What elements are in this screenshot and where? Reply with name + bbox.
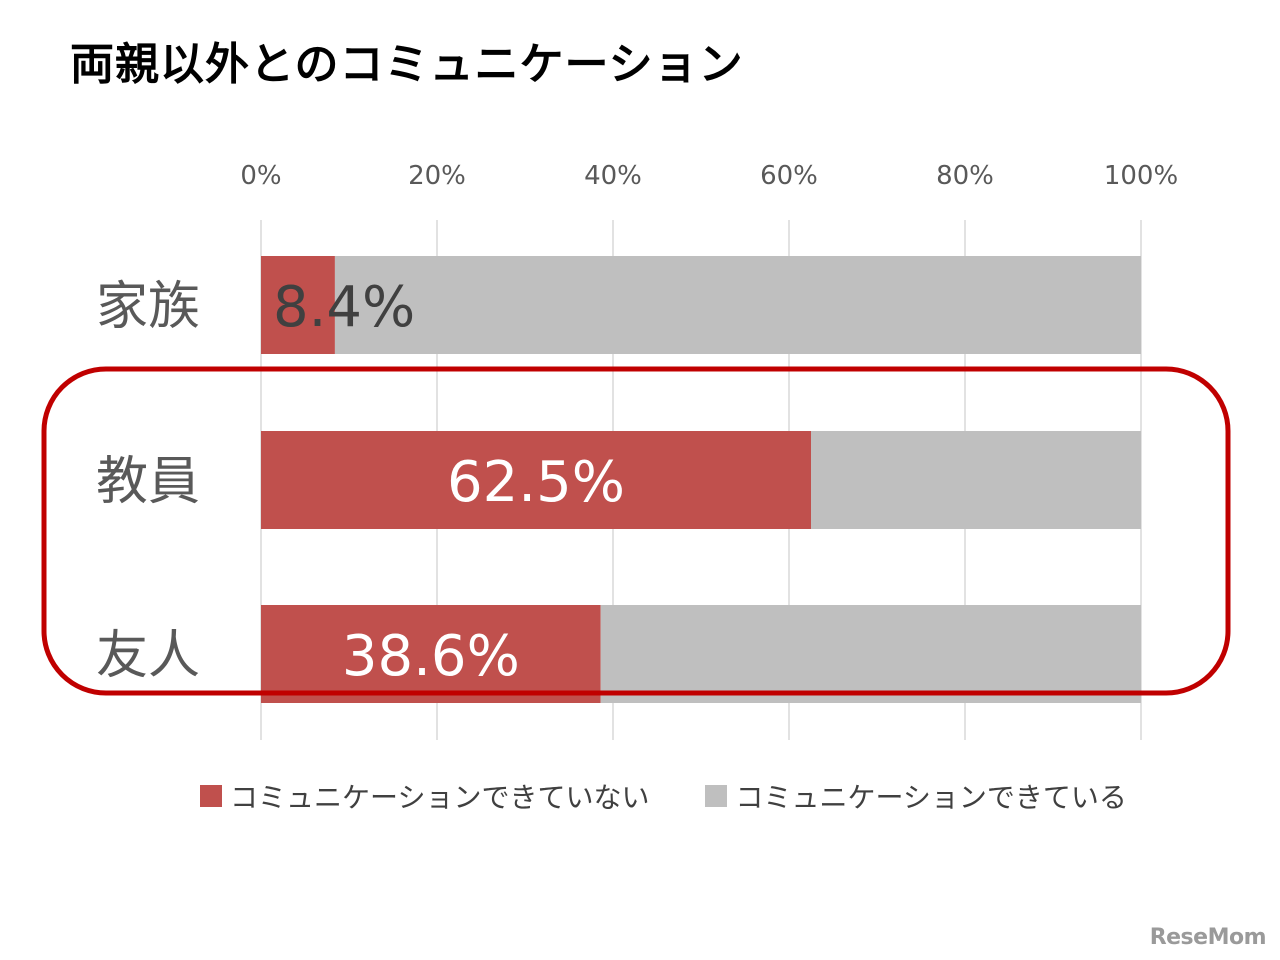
- legend-item-communicating: コミュニケーションできている: [705, 776, 1127, 816]
- data-label-0: 8.4%: [273, 275, 415, 340]
- x-tick-label-3: 60%: [760, 161, 818, 191]
- category-label-2: 友人: [96, 626, 200, 686]
- x-tick-label-5: 100%: [1104, 161, 1178, 191]
- legend-label-not-communicating: コミュニケーションできていない: [230, 781, 650, 814]
- label-layer: 家族 8.4% 教員 62.5% 友人 38.6%: [96, 275, 625, 689]
- bar-友人-series-1: [600, 605, 1141, 703]
- category-label-0: 家族: [96, 277, 200, 337]
- legend-label-communicating: コミュニケーションできている: [735, 781, 1127, 814]
- bar-家族-series-0: [261, 256, 335, 354]
- bar-友人-series-0: [261, 605, 601, 703]
- chart-title: 両親以外とのコミュニケーション: [70, 39, 744, 90]
- legend: コミュニケーションできていない コミュニケーションできている: [200, 776, 1127, 816]
- legend-item-not-communicating: コミュニケーションできていない: [200, 776, 649, 816]
- legend-swatch-gray: [705, 785, 728, 807]
- chart-area: 0% 20% 40% 60% 80% 100% 家族 8.4% 教員 62.5% 友人 38.6%: [41, 161, 1231, 740]
- data-label-2: 38.6%: [342, 624, 520, 689]
- x-tick-label-0: 0%: [240, 161, 281, 191]
- highlight-box: [41, 366, 1231, 696]
- bar-教員-series-1: [811, 431, 1141, 529]
- bar-家族-series-1: [334, 256, 1141, 354]
- highlight-layer: [41, 366, 1231, 696]
- bar-layer: [261, 256, 1141, 703]
- x-tick-label-2: 40%: [584, 161, 642, 191]
- data-label-1: 62.5%: [447, 450, 625, 515]
- legend-swatch-red: [200, 785, 222, 807]
- resemom-logo: ReseMom: [1149, 925, 1267, 950]
- bar-教員-series-0: [261, 431, 811, 529]
- category-label-1: 教員: [96, 452, 200, 512]
- x-tick-label-4: 80%: [936, 161, 994, 191]
- x-tick-label-1: 20%: [408, 161, 466, 191]
